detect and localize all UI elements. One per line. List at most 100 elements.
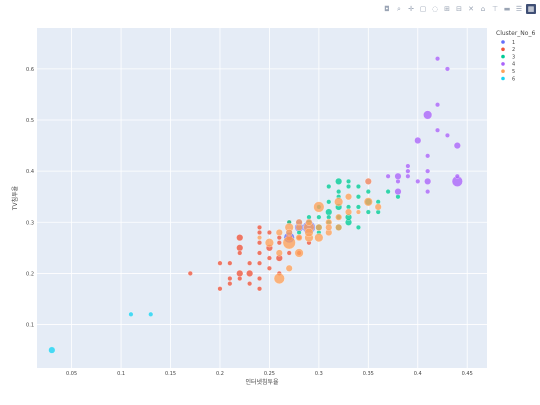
data-point-cluster-2[interactable]: [266, 230, 272, 235]
zoom-out-icon[interactable]: ⊟: [456, 4, 462, 13]
data-point-cluster-3[interactable]: [346, 178, 351, 184]
data-point-cluster-3[interactable]: [375, 199, 381, 205]
data-point-cluster-2[interactable]: [257, 260, 262, 266]
data-point-cluster-3[interactable]: [325, 208, 333, 216]
data-point-cluster-3[interactable]: [296, 230, 302, 235]
data-point-cluster-4[interactable]: [425, 153, 431, 159]
data-point-cluster-2[interactable]: [257, 276, 262, 281]
legend-marker[interactable]: [501, 40, 505, 44]
data-point-cluster-2[interactable]: [257, 286, 262, 292]
data-point-cluster-4[interactable]: [435, 127, 440, 133]
data-point-cluster-5[interactable]: [355, 209, 361, 215]
data-point-cluster-4[interactable]: [405, 163, 411, 169]
data-point-cluster-3[interactable]: [355, 194, 361, 200]
data-point-cluster-3[interactable]: [355, 204, 361, 210]
data-point-cluster-2[interactable]: [266, 265, 272, 271]
legend-marker[interactable]: [501, 54, 505, 59]
data-point-cluster-4[interactable]: [435, 56, 440, 62]
data-point-cluster-3[interactable]: [365, 209, 371, 215]
data-point-cluster-2[interactable]: [217, 286, 223, 292]
data-point-cluster-5[interactable]: [335, 223, 343, 231]
data-point-cluster-4[interactable]: [425, 168, 431, 174]
data-point-cluster-5[interactable]: [364, 177, 372, 185]
legend-marker[interactable]: [501, 62, 505, 66]
data-point-cluster-4[interactable]: [444, 132, 450, 138]
data-point-cluster-5[interactable]: [275, 249, 283, 257]
data-point-cluster-5[interactable]: [295, 234, 303, 242]
zoom-icon[interactable]: ⌕: [397, 4, 401, 13]
data-point-cluster-2[interactable]: [236, 244, 244, 252]
reset-axes-icon[interactable]: ⌂: [480, 4, 486, 13]
data-point-cluster-3[interactable]: [326, 199, 332, 205]
data-point-cluster-4[interactable]: [424, 177, 432, 185]
hover-compare-icon[interactable]: ☰: [515, 4, 523, 13]
data-point-cluster-2[interactable]: [187, 270, 193, 276]
data-point-cluster-5[interactable]: [295, 223, 303, 231]
data-point-cluster-5[interactable]: [345, 193, 352, 201]
legend-label[interactable]: 1: [512, 40, 515, 46]
data-point-cluster-4[interactable]: [405, 173, 411, 179]
data-point-cluster-5[interactable]: [257, 235, 262, 241]
data-point-cluster-5[interactable]: [305, 218, 313, 226]
data-point-cluster-2[interactable]: [227, 276, 233, 281]
hover-closest-icon[interactable]: ▬: [503, 4, 511, 13]
data-point-cluster-2[interactable]: [286, 250, 292, 256]
data-point-cluster-5[interactable]: [285, 264, 293, 272]
data-point-cluster-5[interactable]: [294, 248, 304, 258]
legend-label[interactable]: 2: [512, 47, 515, 53]
data-point-cluster-4[interactable]: [444, 66, 450, 72]
data-point-cluster-3[interactable]: [355, 224, 361, 230]
data-point-cluster-2[interactable]: [247, 260, 253, 266]
data-point-cluster-4[interactable]: [425, 189, 431, 195]
data-point-cluster-5[interactable]: [304, 228, 314, 237]
data-point-cluster-2[interactable]: [276, 240, 282, 246]
data-point-cluster-2[interactable]: [276, 235, 282, 241]
zoom-in-icon[interactable]: ⊞: [444, 4, 450, 13]
data-point-cluster-2[interactable]: [247, 281, 253, 287]
data-point-cluster-5[interactable]: [285, 229, 293, 236]
data-point-cluster-3[interactable]: [326, 184, 332, 189]
data-point-cluster-3[interactable]: [335, 177, 343, 185]
data-point-cluster-2[interactable]: [217, 260, 223, 266]
plotly-logo-icon[interactable]: ▦: [526, 4, 536, 14]
data-point-cluster-5[interactable]: [325, 223, 333, 231]
data-point-cluster-2[interactable]: [246, 269, 254, 277]
legend-marker[interactable]: [501, 47, 505, 52]
data-point-cluster-2[interactable]: [227, 281, 233, 287]
data-point-cluster-3[interactable]: [316, 214, 322, 220]
data-point-cluster-4[interactable]: [454, 173, 460, 179]
data-point-cluster-3[interactable]: [385, 189, 391, 195]
data-point-cluster-4[interactable]: [395, 178, 401, 184]
data-point-cluster-5[interactable]: [275, 229, 283, 236]
data-point-cluster-4[interactable]: [405, 168, 411, 174]
lasso-icon[interactable]: ◌: [431, 4, 439, 13]
data-point-cluster-2[interactable]: [257, 250, 262, 256]
legend-label[interactable]: 3: [512, 54, 515, 60]
legend-label[interactable]: 5: [512, 69, 515, 75]
data-point-cluster-5[interactable]: [314, 233, 324, 243]
box-select-icon[interactable]: ▢: [419, 4, 427, 13]
data-point-cluster-4[interactable]: [385, 173, 391, 179]
data-point-cluster-5[interactable]: [363, 197, 373, 207]
data-point-cluster-2[interactable]: [266, 255, 272, 261]
legend-label[interactable]: 4: [512, 62, 515, 68]
data-point-cluster-5[interactable]: [313, 201, 325, 213]
data-point-cluster-4[interactable]: [414, 137, 422, 144]
data-point-cluster-2[interactable]: [237, 276, 243, 281]
data-point-cluster-5[interactable]: [315, 223, 323, 231]
data-point-cluster-2[interactable]: [257, 224, 262, 230]
data-point-cluster-5[interactable]: [345, 208, 352, 216]
data-point-cluster-2[interactable]: [236, 234, 244, 242]
camera-icon[interactable]: ◘: [384, 4, 390, 13]
data-point-cluster-4[interactable]: [394, 188, 402, 196]
legend-marker[interactable]: [501, 76, 505, 81]
data-point-cluster-6[interactable]: [128, 311, 134, 317]
data-point-cluster-5[interactable]: [334, 197, 344, 207]
data-point-cluster-2[interactable]: [257, 240, 262, 246]
pan-icon[interactable]: ✛: [408, 4, 414, 13]
legend-marker[interactable]: [501, 69, 505, 73]
data-point-cluster-3[interactable]: [346, 204, 351, 210]
data-point-cluster-3[interactable]: [365, 189, 371, 195]
data-point-cluster-3[interactable]: [336, 189, 342, 195]
data-point-cluster-5[interactable]: [264, 238, 274, 248]
